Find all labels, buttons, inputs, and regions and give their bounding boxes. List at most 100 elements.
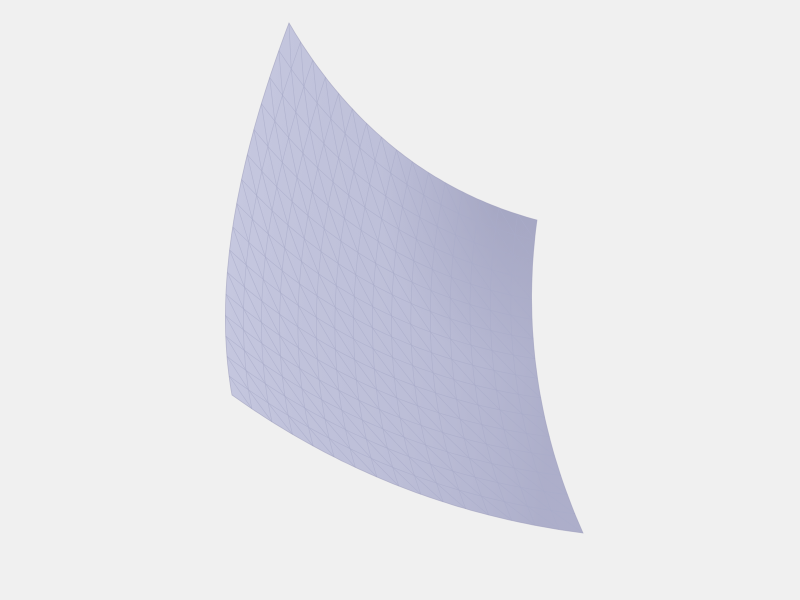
mesh-diagonal xyxy=(358,400,384,430)
mesh-diagonal xyxy=(345,429,372,459)
mesh-diagonal xyxy=(446,451,476,478)
mesh-diagonal xyxy=(309,128,318,169)
mesh-diagonal xyxy=(450,338,473,366)
mesh-diagonal xyxy=(282,162,293,202)
mesh-diagonal xyxy=(226,356,249,390)
mesh-diagonal xyxy=(412,161,424,196)
mesh-diagonal xyxy=(281,270,299,306)
mesh-diagonal xyxy=(453,379,479,406)
mesh-diagonal xyxy=(508,448,538,473)
mesh-diagonal xyxy=(430,311,451,340)
mesh-diagonal xyxy=(267,402,293,435)
mesh-diagonal xyxy=(392,357,415,386)
mesh-diagonal xyxy=(537,471,568,495)
mesh-diagonal xyxy=(241,179,253,220)
mesh-diagonal xyxy=(245,370,269,404)
mesh-diagonal xyxy=(248,389,273,423)
mesh-diagonal xyxy=(321,399,346,430)
mesh-diagonal xyxy=(372,306,392,337)
mesh-diagonal xyxy=(375,263,393,295)
mesh-diagonal xyxy=(373,284,392,317)
mesh-diagonal xyxy=(438,412,465,439)
mesh-diagonal xyxy=(304,238,319,275)
mesh-diagonal xyxy=(236,203,250,243)
mesh-diagonal xyxy=(243,308,263,344)
mesh-diagonal xyxy=(434,247,452,278)
mesh-diagonal xyxy=(452,470,482,497)
mesh-diagonal xyxy=(325,77,332,119)
mesh-diagonal xyxy=(428,172,442,205)
mesh-diagonal xyxy=(498,207,516,235)
mesh-diagonal xyxy=(344,218,359,253)
mesh-diagonal xyxy=(410,324,432,353)
mesh-diagonal xyxy=(280,356,303,389)
mesh-diagonal xyxy=(499,409,527,434)
mesh-diagonal xyxy=(243,329,264,364)
mesh-diagonal xyxy=(261,322,281,357)
mesh-diagonal xyxy=(354,296,373,328)
mesh-diagonal xyxy=(328,438,356,468)
mesh-diagonal xyxy=(402,206,417,240)
surface-mesh[interactable] xyxy=(225,22,584,534)
mesh-diagonal xyxy=(458,489,489,516)
mesh-diagonal xyxy=(361,419,388,449)
mesh-diagonal xyxy=(382,428,410,457)
mesh-diagonal xyxy=(262,279,280,315)
mesh-diagonal xyxy=(301,388,326,420)
mesh-diagonal xyxy=(312,191,325,229)
mesh-diagonal xyxy=(432,269,451,299)
mesh-diagonal xyxy=(288,137,298,178)
mesh-diagonal xyxy=(431,352,455,380)
mesh-diagonal xyxy=(288,22,292,69)
mesh-diagonal xyxy=(515,374,541,399)
mesh-diagonal xyxy=(340,240,357,275)
mesh-diagonal xyxy=(391,315,412,346)
mesh-diagonal xyxy=(279,314,299,348)
mesh-diagonal xyxy=(456,399,483,425)
mesh-diagonal xyxy=(280,292,299,328)
mesh-diagonal xyxy=(335,349,357,381)
mesh-diagonal xyxy=(360,230,376,264)
mesh-diagonal xyxy=(301,261,318,297)
mesh-diagonal xyxy=(420,425,448,453)
mesh-diagonal xyxy=(393,273,412,304)
mesh-diagonal xyxy=(324,419,351,449)
mesh-diagonal xyxy=(473,242,492,270)
mesh-diagonal xyxy=(356,379,380,410)
mesh-diagonal xyxy=(385,195,400,230)
mesh-diagonal xyxy=(495,228,514,256)
mesh-diagonal xyxy=(471,263,491,291)
mesh-diagonal xyxy=(290,68,297,113)
mesh-diagonal xyxy=(527,506,560,530)
mesh-diagonal xyxy=(323,143,334,183)
mesh-diagonal xyxy=(349,448,378,478)
mesh-diagonal xyxy=(413,260,432,291)
mesh-diagonal xyxy=(303,86,310,129)
mesh-diagonal xyxy=(469,457,498,483)
mesh-diagonal xyxy=(298,347,320,380)
mesh-diagonal xyxy=(334,328,355,360)
mesh-diagonal xyxy=(302,153,313,193)
mesh-diagonal xyxy=(227,272,244,309)
mesh-diagonal xyxy=(396,397,422,426)
mesh-diagonal xyxy=(299,283,317,318)
mesh-diagonal xyxy=(470,283,491,311)
mesh-diagonal xyxy=(514,467,545,492)
mesh-diagonal xyxy=(265,383,289,416)
mesh-diagonal xyxy=(316,317,336,350)
mesh-diagonal xyxy=(323,228,339,264)
mesh-diagonal xyxy=(359,147,370,185)
mesh-diagonal xyxy=(492,248,512,276)
mesh-diagonal xyxy=(511,274,532,300)
mesh-diagonal xyxy=(403,437,431,465)
mesh-diagonal xyxy=(503,429,532,454)
mesh-diagonal xyxy=(419,217,435,249)
mesh-diagonal xyxy=(372,327,393,358)
mesh-diagonal xyxy=(225,294,244,330)
mesh-diagonal xyxy=(491,269,512,296)
mesh-diagonal xyxy=(317,167,329,206)
mesh-diagonal xyxy=(442,432,470,459)
mesh-diagonal xyxy=(451,359,476,386)
